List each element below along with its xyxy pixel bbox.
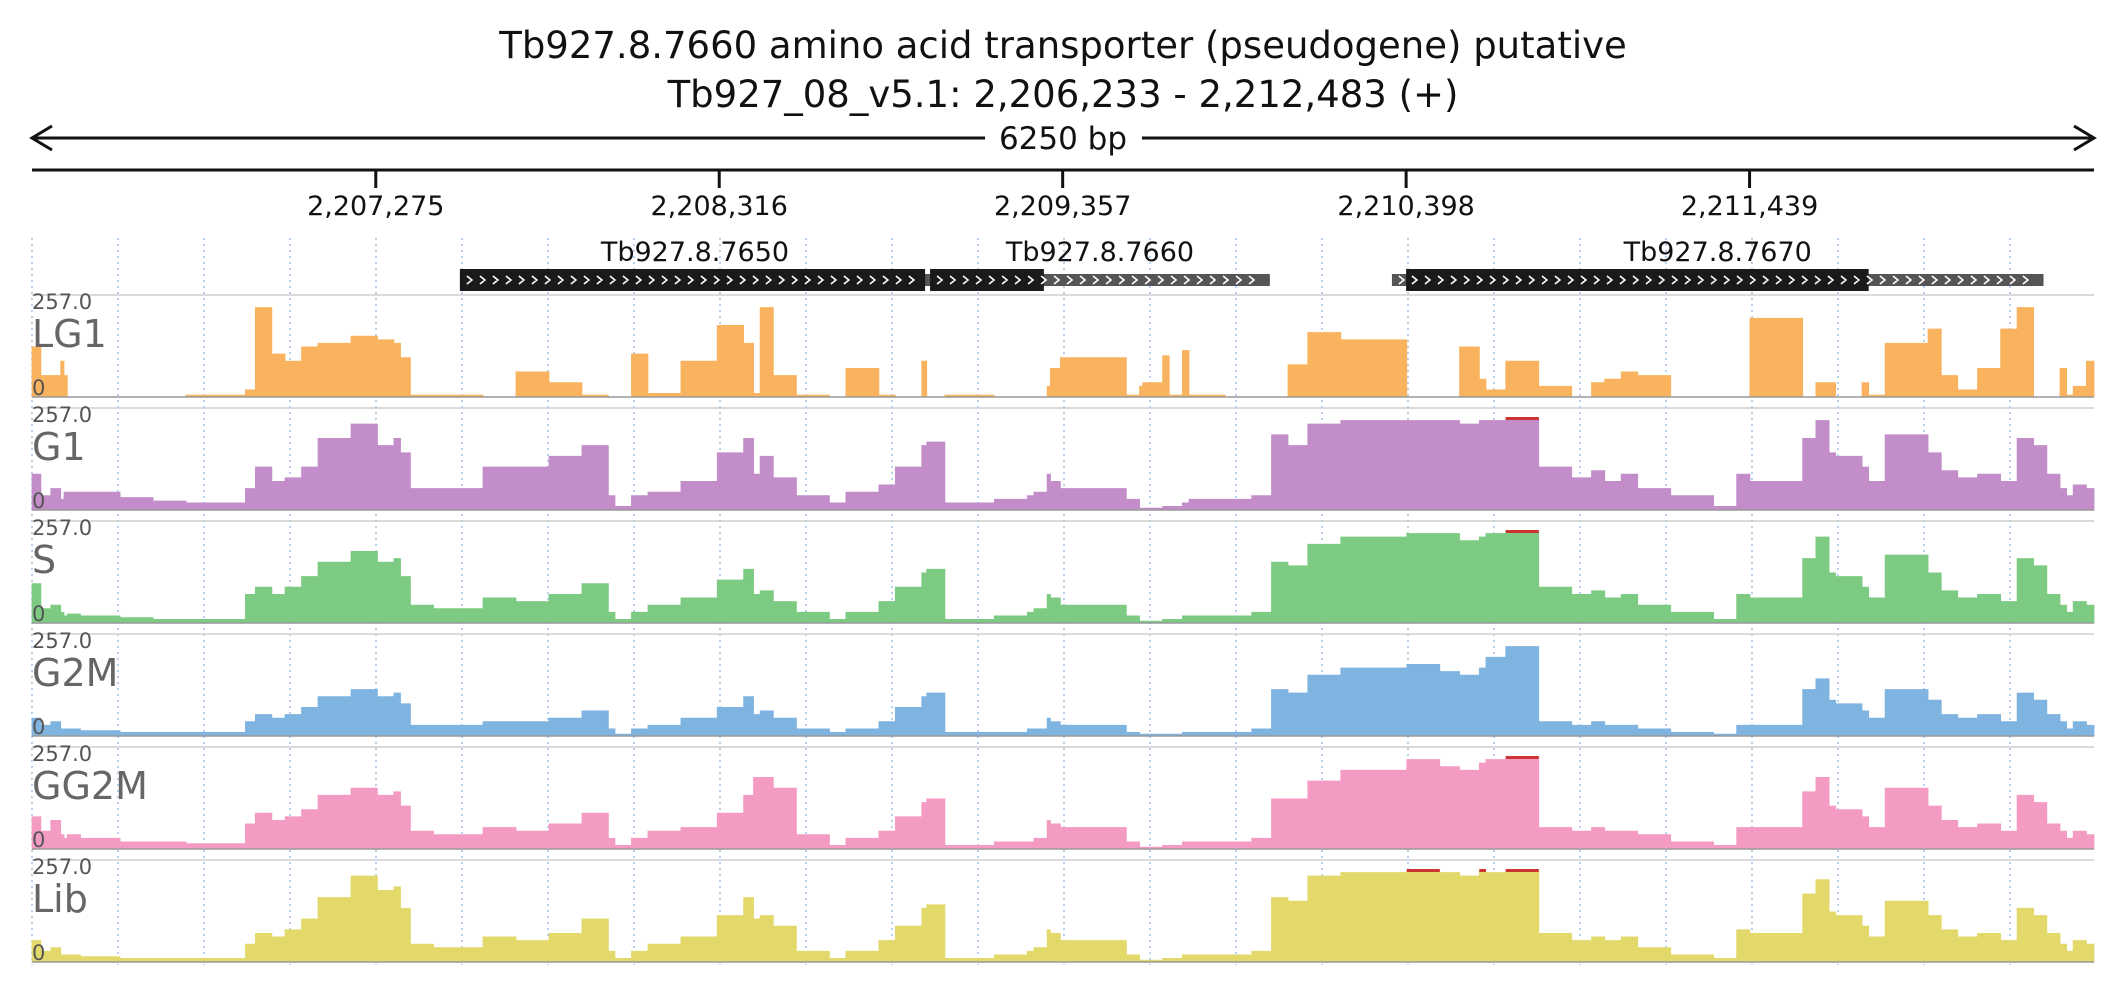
- track-max-label: 257.0: [32, 290, 92, 314]
- strand-arrows-icon: [1398, 275, 2030, 285]
- clipped-peak-marker: [1505, 530, 1539, 533]
- gene-track: Tb927.8.7650 Tb927.8.7660 Tb927.8.7670: [459, 237, 2044, 291]
- track-name-label: G2M: [32, 651, 118, 695]
- coverage-track: 257.0 0 LG1: [31, 290, 2095, 400]
- gene-label: Tb927.8.7660: [1005, 237, 1194, 268]
- span-ruler: 6250 bp: [29, 121, 2097, 157]
- clipped-peak-marker: [1406, 869, 1440, 872]
- gene-model: Tb927.8.7650: [459, 237, 931, 291]
- coverage-area: [31, 417, 2095, 511]
- strand-arrows-icon: [936, 275, 1256, 285]
- track-min-label: 0: [32, 941, 45, 965]
- coverage-track: 257.0 0 G1: [31, 403, 2095, 513]
- clipped-peak-marker: [1505, 756, 1539, 759]
- track-min-label: 0: [32, 828, 45, 852]
- gene-model: Tb927.8.7670: [1391, 237, 2044, 291]
- clipped-peak-marker: [1479, 869, 1486, 872]
- track-min-label: 0: [32, 376, 45, 400]
- track-min-label: 0: [32, 489, 45, 513]
- axis-tick-label: 2,208,316: [651, 191, 788, 222]
- track-max-label: 257.0: [32, 403, 92, 427]
- track-name-label: GG2M: [32, 764, 148, 808]
- gene-label: Tb927.8.7650: [600, 237, 789, 268]
- axis-tick-label: 2,211,439: [1681, 191, 1818, 222]
- gene-cds: [930, 269, 1044, 291]
- track-min-label: 0: [32, 715, 45, 739]
- coverage-area: [31, 646, 2095, 737]
- clipped-peak-marker: [1505, 869, 1539, 872]
- axis-tick-label: 2,209,357: [994, 191, 1131, 222]
- gene-model: Tb927.8.7660: [930, 237, 1270, 291]
- strand-arrows-icon: [466, 275, 916, 285]
- span-label: 6250 bp: [999, 121, 1127, 157]
- coverage-track: 257.0 0 GG2M: [31, 742, 2095, 852]
- track-max-label: 257.0: [32, 629, 92, 653]
- chart-title: Tb927.8.7660 amino acid transporter (pse…: [498, 24, 1627, 67]
- track-min-label: 0: [32, 602, 45, 626]
- coordinate-axis: 2,207,275 2,208,316 2,209,357 2,210,398 2,21…: [32, 168, 2094, 222]
- track-name-label: G1: [32, 425, 86, 469]
- coverage-area: [31, 307, 2095, 398]
- track-name-label: LG1: [32, 312, 107, 356]
- gene-label: Tb927.8.7670: [1623, 237, 1812, 268]
- coverage-tracks: 257.00LG1257.00G1257.00S257.00G2M257.00G…: [31, 290, 2095, 965]
- coverage-track: 257.0 0 G2M: [31, 629, 2095, 739]
- span-arrow-left-icon: [29, 124, 53, 152]
- span-arrow-right-icon: [2073, 124, 2097, 152]
- track-name-label: S: [32, 538, 56, 582]
- coverage-track: 257.0 0 Lib: [31, 855, 2095, 965]
- coverage-track: 257.0 0 S: [31, 516, 2095, 626]
- track-max-label: 257.0: [32, 516, 92, 540]
- track-max-label: 257.0: [32, 855, 92, 879]
- coverage-area: [31, 869, 2095, 963]
- axis-ticks: 2,207,275 2,208,316 2,209,357 2,210,398 2,21…: [307, 170, 1818, 222]
- clipped-peak-marker: [1505, 417, 1539, 420]
- axis-tick-label: 2,207,275: [307, 191, 444, 222]
- coverage-area: [31, 756, 2095, 850]
- coverage-area: [31, 530, 2095, 624]
- track-name-label: Lib: [32, 877, 88, 921]
- chart-subtitle: Tb927_08_v5.1: 2,206,233 - 2,212,483 (+): [667, 73, 1459, 116]
- axis-tick-label: 2,210,398: [1337, 191, 1474, 222]
- track-max-label: 257.0: [32, 742, 92, 766]
